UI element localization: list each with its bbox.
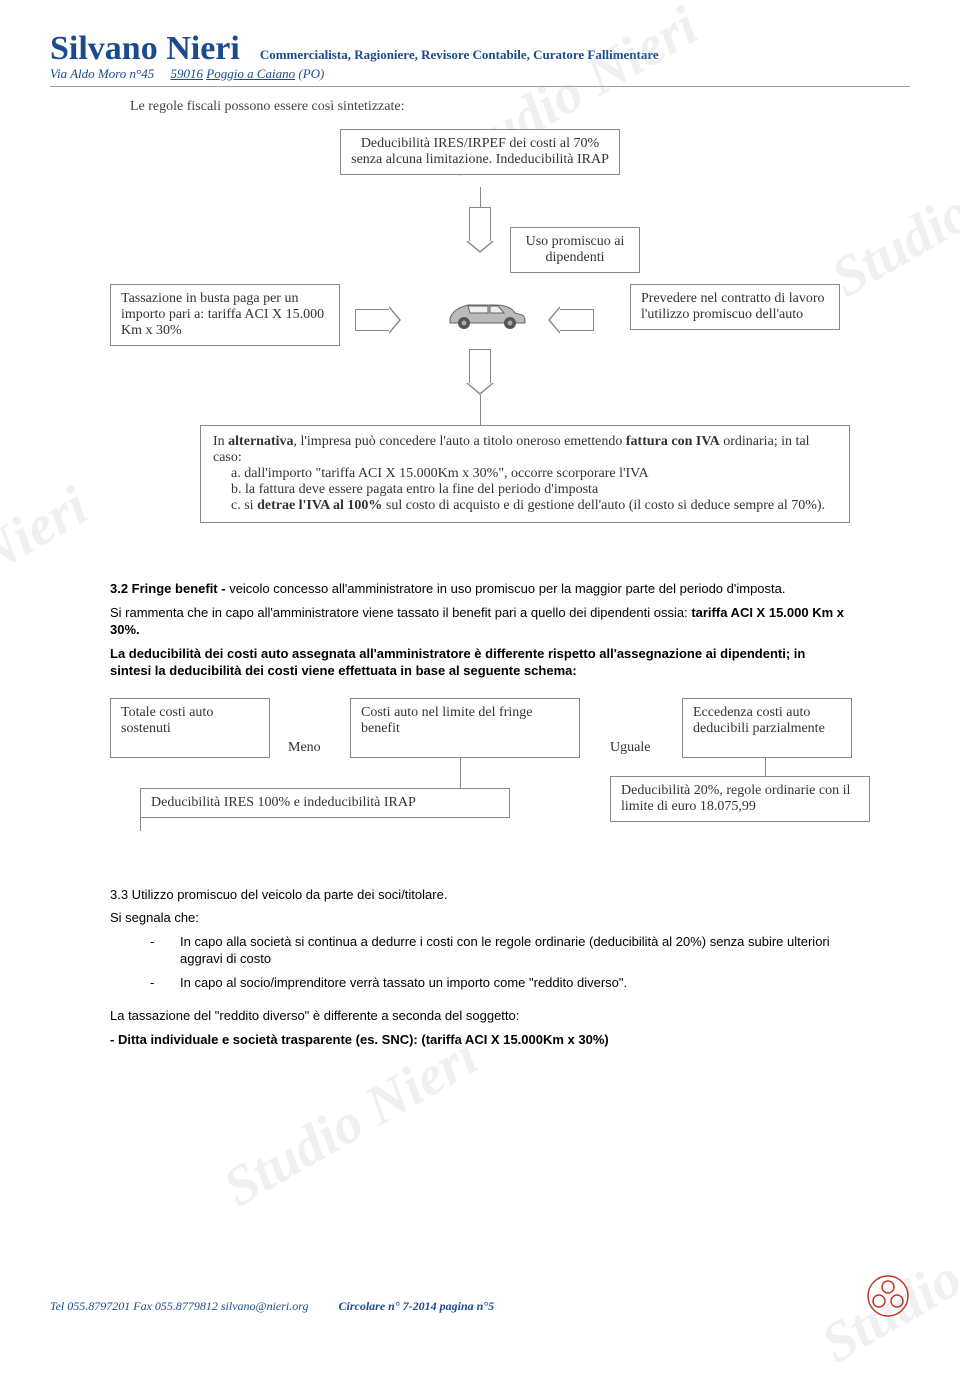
- sec-3-3-list: - In capo alla società si continua a ded…: [150, 933, 850, 992]
- box-alternativa: In alternativa, l'impresa può concedere …: [200, 425, 850, 523]
- box-tassazione: Tassazione in busta paga per un importo …: [110, 284, 340, 346]
- box-deduc-20: Deducibilità 20%, regole ordinarie con i…: [610, 776, 870, 822]
- address-city: Poggio a Caiano: [206, 66, 295, 81]
- label-meno: Meno: [288, 740, 321, 756]
- intro-text: Le regole fiscali possono essere così si…: [130, 99, 910, 115]
- header-divider: [50, 86, 910, 87]
- box-deducibility: Deducibilità IRES/IRPEF dei costi al 70%…: [340, 129, 620, 175]
- connector: [765, 758, 766, 776]
- sec-3-2-p2: La deducibilità dei costi auto assegnata…: [110, 645, 850, 680]
- connector: [480, 395, 481, 425]
- connector: [460, 758, 461, 788]
- li-text: In capo al socio/imprenditore verrà tass…: [180, 974, 627, 992]
- txt: alternativa: [228, 434, 293, 449]
- title-num: 3.2 Fringe benefit -: [110, 581, 226, 596]
- logo-icon: [866, 1274, 910, 1318]
- page-footer: Tel 055.8797201 Fax 055.8779812 silvano@…: [50, 1299, 910, 1314]
- box-deduc-ires: Deducibilità IRES 100% e indeducibilità …: [140, 788, 510, 818]
- brand-tagline: Commercialista, Ragioniere, Revisore Con…: [260, 47, 659, 63]
- car-icon: [440, 291, 530, 331]
- watermark: Studio Nieri: [0, 474, 99, 670]
- label-uguale: Uguale: [610, 740, 650, 756]
- list-item: - In capo alla società si continua a ded…: [150, 933, 850, 968]
- bullet: -: [150, 974, 158, 992]
- diagram-deducibility: Totale costi auto sostenuti Meno Costi a…: [110, 698, 850, 858]
- sec-3-3-p2: La tassazione del "reddito diverso" è di…: [110, 1007, 850, 1025]
- address-line: Via Aldo Moro n°45 59016 Poggio a Caiano…: [50, 66, 910, 82]
- txt: detrae l'IVA al 100%: [257, 498, 382, 513]
- box-contratto: Prevedere nel contratto di lavoro l'util…: [630, 284, 840, 330]
- txt: c. si: [231, 498, 257, 513]
- list-item: - In capo al socio/imprenditore verrà ta…: [150, 974, 850, 992]
- txt: sul costo di acquisto e di gestione dell…: [382, 498, 825, 513]
- box-eccedenza: Eccedenza costi auto deducibili parzialm…: [682, 698, 852, 758]
- item-b: b. la fattura deve essere pagata entro l…: [231, 482, 837, 498]
- p1-pre: Si rammenta che in capo all'amministrato…: [110, 605, 691, 620]
- arrow-down-icon: [469, 207, 491, 241]
- box-costi-limite: Costi auto nel limite del fringe benefit: [350, 698, 580, 758]
- sec-3-3-p1: Si segnala che:: [110, 909, 850, 927]
- brand-name: Silvano Nieri: [50, 30, 240, 68]
- bullet: -: [150, 933, 158, 968]
- connector: [140, 811, 141, 831]
- letterhead: Silvano Nieri Commercialista, Ragioniere…: [50, 30, 910, 87]
- box-tassazione-text: Tassazione in busta paga per un importo …: [121, 291, 324, 338]
- txt: In: [213, 434, 228, 449]
- arrow-right-icon: [355, 309, 389, 331]
- box-uso-promiscuo: Uso promiscuo ai dipendenti: [510, 227, 640, 273]
- title-rest: veicolo concesso all'amministratore in u…: [226, 581, 786, 596]
- footer-pageref: Circolare n° 7-2014 pagina n°5: [338, 1299, 494, 1314]
- watermark: Studio Nieri: [213, 1024, 489, 1220]
- sec-3-2-title: 3.2 Fringe benefit - veicolo concesso al…: [110, 580, 850, 598]
- txt: , l'impresa può concedere l'auto a titol…: [294, 434, 626, 449]
- box-totale-costi: Totale costi auto sostenuti: [110, 698, 270, 758]
- address-zip: 59016: [171, 66, 204, 81]
- sec-3-2-p1: Si rammenta che in capo all'amministrato…: [110, 604, 850, 639]
- li-text: In capo alla società si continua a dedur…: [180, 933, 850, 968]
- address-street: Via Aldo Moro n°45: [50, 66, 154, 81]
- diagram-fiscal-rules: Deducibilità IRES/IRPEF dei costi al 70%…: [110, 129, 890, 574]
- item-a: a. dall'importo "tariffa ACI X 15.000Km …: [231, 466, 837, 482]
- sec-3-3-title: 3.3 Utilizzo promiscuo del veicolo da pa…: [110, 886, 850, 904]
- arrow-left-icon: [560, 309, 594, 331]
- footer-contact: Tel 055.8797201 Fax 055.8779812 silvano@…: [50, 1299, 308, 1314]
- sec-3-3-p3: - Ditta individuale e società trasparent…: [110, 1031, 850, 1049]
- txt: fattura con IVA: [626, 434, 720, 449]
- address-prov: (PO): [298, 66, 324, 81]
- connector: [480, 187, 481, 207]
- arrow-down-icon: [469, 349, 491, 383]
